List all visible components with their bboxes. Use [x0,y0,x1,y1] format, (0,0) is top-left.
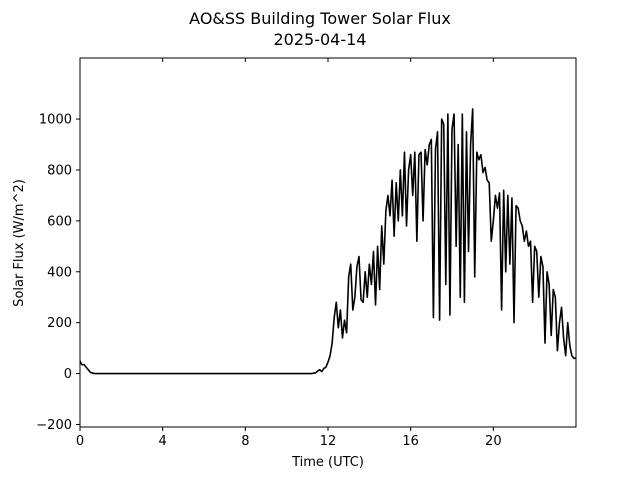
chart-title: AO&SS Building Tower Solar Flux [189,9,451,28]
x-tick-label: 20 [485,434,502,449]
y-tick-label: 800 [47,163,72,178]
y-tick-label: 400 [47,265,72,280]
series-line [79,108,576,375]
y-axis-label: Solar Flux (W/m^2) [12,179,27,307]
chart-subtitle: 2025-04-14 [274,30,367,49]
x-axis: 0 4 8 12 16 20 [76,58,502,449]
y-tick-label: 1000 [39,113,72,128]
y-tick-label: 600 [47,214,72,229]
y-tick-label: 200 [47,316,72,331]
x-tick-label: 8 [241,434,249,449]
x-axis-label: Time (UTC) [291,455,364,470]
x-tick-label: 16 [402,434,419,449]
x-tick-label: 4 [159,434,167,449]
y-axis: −200 0 200 400 600 800 1000 [36,113,80,433]
x-tick-label: 12 [320,434,337,449]
y-tick-label: 0 [64,367,72,382]
y-tick-label: −200 [36,418,72,433]
plot-frame [79,57,577,428]
x-tick-label: 0 [76,434,84,449]
plot-area: 0 4 8 12 16 20 −200 0 200 400 600 800 1000 [36,57,577,449]
